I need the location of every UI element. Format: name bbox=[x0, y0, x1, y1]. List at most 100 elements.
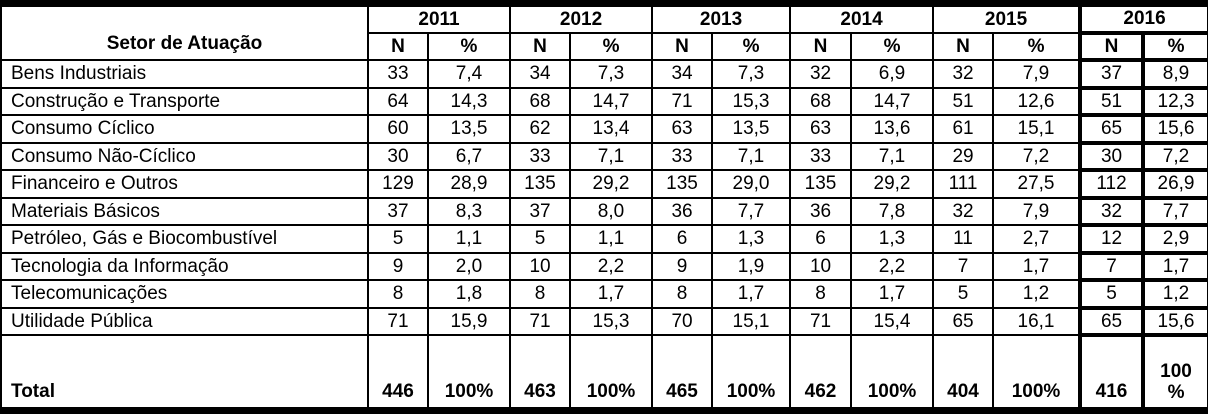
value-cell: 7,3 bbox=[711, 59, 792, 89]
value-cell: 1,7 bbox=[1141, 250, 1208, 282]
value-cell: 71 bbox=[789, 306, 853, 337]
n-header-2011: N bbox=[367, 31, 429, 62]
pct-header-2014: % bbox=[850, 31, 935, 62]
value-cell: 36 bbox=[789, 196, 853, 227]
value-cell: 63 bbox=[789, 114, 853, 144]
total-value-cell: 465 bbox=[651, 334, 714, 412]
value-cell: 9 bbox=[367, 251, 429, 282]
value-cell: 2,0 bbox=[426, 251, 512, 282]
value-cell: 7,8 bbox=[850, 196, 935, 227]
value-cell: 1,3 bbox=[711, 224, 792, 254]
value-cell: 68 bbox=[789, 86, 853, 117]
year-header-2011: 2011 bbox=[366, 2, 512, 34]
total-value-cell: 463 bbox=[509, 334, 572, 412]
year-header-2016: 2016 bbox=[1078, 1, 1208, 35]
value-cell: 29,2 bbox=[850, 169, 935, 199]
value-cell: 12,3 bbox=[1141, 85, 1208, 117]
total-row: Total 446 100% 463 100% 465 100% 462 100… bbox=[0, 333, 1208, 413]
value-cell: 6 bbox=[651, 224, 714, 254]
total-value-cell: 100% bbox=[569, 334, 654, 412]
value-cell: 16,1 bbox=[992, 306, 1082, 337]
value-cell: 15,4 bbox=[850, 306, 935, 337]
value-cell: 1,7 bbox=[850, 279, 935, 309]
value-cell: 37 bbox=[367, 196, 429, 227]
value-cell: 33 bbox=[367, 59, 429, 89]
value-cell: 62 bbox=[509, 114, 572, 144]
value-cell: 15,1 bbox=[992, 114, 1082, 144]
pct-header-2016: % bbox=[1141, 30, 1208, 62]
value-cell: 7,9 bbox=[992, 196, 1082, 227]
value-cell: 30 bbox=[367, 141, 429, 172]
value-cell: 5 bbox=[932, 279, 995, 309]
sub-header-row: N % N % N % N % N % N % bbox=[1, 30, 1208, 62]
table-row: Consumo Cíclico 60 13,5 62 13,4 63 13,5 … bbox=[0, 113, 1208, 145]
value-cell: 1,1 bbox=[426, 224, 512, 254]
value-cell: 15,6 bbox=[1141, 113, 1208, 145]
value-cell: 6,7 bbox=[426, 141, 512, 172]
table-row: Bens Industriais 33 7,4 34 7,3 34 7,3 32… bbox=[0, 58, 1208, 90]
value-cell: 7,2 bbox=[992, 141, 1082, 172]
value-cell: 1,2 bbox=[992, 279, 1082, 309]
value-cell: 13,5 bbox=[711, 114, 792, 144]
total-value-cell: 100 % bbox=[1141, 333, 1208, 413]
year-header-row: Setor de Atuação 2011 2012 2013 2014 201… bbox=[0, 1, 1208, 62]
value-cell: 129 bbox=[367, 169, 429, 199]
value-cell: 1,7 bbox=[992, 251, 1082, 282]
value-cell: 65 bbox=[1078, 305, 1146, 337]
value-cell: 68 bbox=[509, 86, 572, 117]
value-cell: 64 bbox=[367, 86, 429, 117]
value-cell: 51 bbox=[1078, 85, 1146, 117]
pct-header-2011: % bbox=[426, 31, 512, 62]
value-cell: 8,9 bbox=[1141, 58, 1208, 90]
total-value-cell: 462 bbox=[789, 334, 853, 412]
value-cell: 33 bbox=[789, 141, 853, 172]
value-cell: 11 bbox=[932, 224, 995, 254]
value-cell: 14,3 bbox=[426, 86, 512, 117]
value-cell: 15,3 bbox=[569, 306, 654, 337]
sector-label: Consumo Não-Cíclico bbox=[0, 141, 369, 172]
n-header-2013: N bbox=[651, 31, 714, 62]
value-cell: 15,9 bbox=[426, 306, 512, 337]
value-cell: 27,5 bbox=[992, 169, 1082, 199]
pct-header-2012: % bbox=[569, 31, 654, 62]
value-cell: 61 bbox=[932, 114, 995, 144]
value-cell: 5 bbox=[367, 224, 429, 254]
sector-label: Utilidade Pública bbox=[0, 306, 369, 337]
value-cell: 2,9 bbox=[1141, 223, 1208, 255]
value-cell: 65 bbox=[1078, 113, 1146, 145]
value-cell: 2,2 bbox=[850, 251, 935, 282]
table-row: Construção e Transporte 64 14,3 68 14,7 … bbox=[0, 85, 1208, 117]
table-row: Tecnologia da Informação 9 2,0 10 2,2 9 … bbox=[0, 250, 1208, 282]
n-header-2014: N bbox=[789, 31, 853, 62]
value-cell: 29 bbox=[932, 141, 995, 172]
n-header-2015: N bbox=[932, 31, 995, 62]
value-cell: 37 bbox=[509, 196, 572, 227]
value-cell: 12,6 bbox=[992, 86, 1082, 117]
value-cell: 7,1 bbox=[850, 141, 935, 172]
value-cell: 6,9 bbox=[850, 59, 935, 89]
value-cell: 65 bbox=[932, 306, 995, 337]
value-cell: 71 bbox=[367, 306, 429, 337]
value-cell: 34 bbox=[651, 59, 714, 89]
value-cell: 63 bbox=[651, 114, 714, 144]
total-value-cell: 100% bbox=[711, 334, 792, 412]
table-row: Materiais Básicos 37 8,3 37 8,0 36 7,7 3… bbox=[0, 195, 1208, 227]
value-cell: 15,1 bbox=[711, 306, 792, 337]
value-cell: 13,5 bbox=[426, 114, 512, 144]
value-cell: 7,2 bbox=[1141, 140, 1208, 172]
value-cell: 1,7 bbox=[711, 279, 792, 309]
value-cell: 135 bbox=[789, 169, 853, 199]
table-row: Consumo Não-Cíclico 30 6,7 33 7,1 33 7,1… bbox=[0, 140, 1208, 172]
value-cell: 111 bbox=[932, 169, 995, 199]
value-cell: 112 bbox=[1078, 168, 1146, 200]
value-cell: 7,4 bbox=[426, 59, 512, 89]
value-cell: 15,6 bbox=[1141, 305, 1208, 337]
value-cell: 8,3 bbox=[426, 196, 512, 227]
value-cell: 10 bbox=[509, 251, 572, 282]
value-cell: 10 bbox=[789, 251, 853, 282]
value-cell: 5 bbox=[509, 224, 572, 254]
value-cell: 13,4 bbox=[569, 114, 654, 144]
n-header-2012: N bbox=[509, 31, 572, 62]
